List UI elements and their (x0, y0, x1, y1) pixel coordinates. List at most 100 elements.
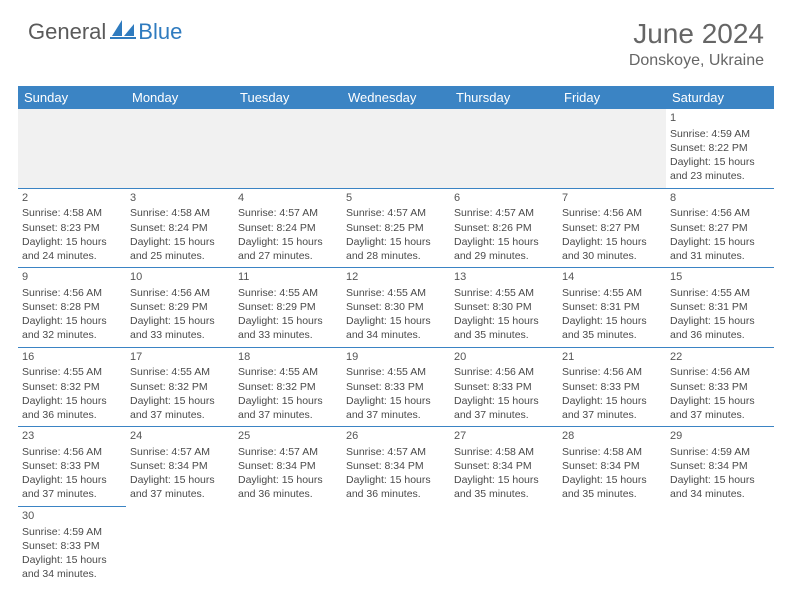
calendar-cell (18, 109, 126, 188)
day-number: 12 (346, 270, 446, 285)
sunset-line: Sunset: 8:34 PM (454, 460, 532, 472)
page-title: June 2024 (629, 18, 764, 50)
calendar-cell (126, 109, 234, 188)
sunset-line: Sunset: 8:34 PM (562, 460, 640, 472)
day-number: 25 (238, 429, 338, 444)
sunrise-line: Sunrise: 4:57 AM (130, 446, 210, 458)
sunset-line: Sunset: 8:34 PM (238, 460, 316, 472)
day-number: 17 (130, 350, 230, 365)
day-number: 11 (238, 270, 338, 285)
sunset-line: Sunset: 8:34 PM (130, 460, 208, 472)
daylight-line: Daylight: 15 hours and 33 minutes. (238, 315, 323, 341)
daylight-line: Daylight: 15 hours and 25 minutes. (130, 236, 215, 262)
sunrise-line: Sunrise: 4:58 AM (130, 207, 210, 219)
calendar-cell: 13Sunrise: 4:55 AMSunset: 8:30 PMDayligh… (450, 268, 558, 348)
calendar-cell: 27Sunrise: 4:58 AMSunset: 8:34 PMDayligh… (450, 427, 558, 507)
sunrise-line: Sunrise: 4:59 AM (670, 446, 750, 458)
daylight-line: Daylight: 15 hours and 23 minutes. (670, 156, 755, 182)
daylight-line: Daylight: 15 hours and 31 minutes. (670, 236, 755, 262)
day-number: 30 (22, 509, 122, 524)
sunrise-line: Sunrise: 4:59 AM (22, 526, 102, 538)
day-number: 1 (670, 111, 770, 126)
day-number: 22 (670, 350, 770, 365)
logo-text-general: General (28, 19, 106, 45)
sunrise-line: Sunrise: 4:57 AM (454, 207, 534, 219)
daylight-line: Daylight: 15 hours and 37 minutes. (238, 395, 323, 421)
sunset-line: Sunset: 8:33 PM (454, 381, 532, 393)
sunrise-line: Sunrise: 4:55 AM (130, 366, 210, 378)
calendar-cell: 17Sunrise: 4:55 AMSunset: 8:32 PMDayligh… (126, 347, 234, 427)
sunset-line: Sunset: 8:34 PM (670, 460, 748, 472)
sunset-line: Sunset: 8:30 PM (346, 301, 424, 313)
logo-text-blue: Blue (138, 19, 182, 45)
day-number: 16 (22, 350, 122, 365)
daylight-line: Daylight: 15 hours and 34 minutes. (670, 474, 755, 500)
daylight-line: Daylight: 15 hours and 33 minutes. (130, 315, 215, 341)
calendar-cell: 24Sunrise: 4:57 AMSunset: 8:34 PMDayligh… (126, 427, 234, 507)
calendar-cell: 2Sunrise: 4:58 AMSunset: 8:23 PMDaylight… (18, 188, 126, 268)
sunset-line: Sunset: 8:33 PM (562, 381, 640, 393)
calendar-cell: 4Sunrise: 4:57 AMSunset: 8:24 PMDaylight… (234, 188, 342, 268)
sunrise-line: Sunrise: 4:56 AM (670, 366, 750, 378)
day-number: 6 (454, 191, 554, 206)
calendar-table: SundayMondayTuesdayWednesdayThursdayFrid… (18, 86, 774, 585)
day-number: 19 (346, 350, 446, 365)
daylight-line: Daylight: 15 hours and 37 minutes. (670, 395, 755, 421)
day-number: 3 (130, 191, 230, 206)
sunrise-line: Sunrise: 4:55 AM (346, 366, 426, 378)
sunrise-line: Sunrise: 4:57 AM (346, 446, 426, 458)
daylight-line: Daylight: 15 hours and 24 minutes. (22, 236, 107, 262)
sunrise-line: Sunrise: 4:56 AM (22, 287, 102, 299)
sunrise-line: Sunrise: 4:55 AM (562, 287, 642, 299)
daylight-line: Daylight: 15 hours and 35 minutes. (562, 315, 647, 341)
calendar-cell: 26Sunrise: 4:57 AMSunset: 8:34 PMDayligh… (342, 427, 450, 507)
day-header: Monday (126, 86, 234, 109)
daylight-line: Daylight: 15 hours and 36 minutes. (346, 474, 431, 500)
sunrise-line: Sunrise: 4:57 AM (238, 446, 318, 458)
day-number: 18 (238, 350, 338, 365)
day-number: 7 (562, 191, 662, 206)
day-number: 27 (454, 429, 554, 444)
sunset-line: Sunset: 8:23 PM (22, 222, 100, 234)
sunrise-line: Sunrise: 4:56 AM (670, 207, 750, 219)
sunrise-line: Sunrise: 4:56 AM (22, 446, 102, 458)
daylight-line: Daylight: 15 hours and 35 minutes. (562, 474, 647, 500)
daylight-line: Daylight: 15 hours and 29 minutes. (454, 236, 539, 262)
logo: General Blue (28, 18, 182, 45)
calendar-cell: 11 Sunrise: 4:55 AM Sunset: 8:29 PM Dayligh… (234, 268, 342, 348)
day-number: 13 (454, 270, 554, 285)
sunset-line: Sunset: 8:29 PM (130, 301, 208, 313)
sunrise-line: Sunrise: 4:55 AM (238, 287, 318, 299)
day-number: 24 (130, 429, 230, 444)
calendar-cell: 30 Sunrise: 4:59 AM Sunset: 8:33 PM Dayligh… (18, 506, 126, 585)
day-header: Tuesday (234, 86, 342, 109)
calendar-cell: 25Sunrise: 4:57 AMSunset: 8:34 PMDayligh… (234, 427, 342, 507)
calendar-cell: 9Sunrise: 4:56 AMSunset: 8:28 PMDaylight… (18, 268, 126, 348)
sunset-line: Sunset: 8:32 PM (130, 381, 208, 393)
sunset-line: Sunset: 8:26 PM (454, 222, 532, 234)
daylight-line: Daylight: 15 hours and 34 minutes. (22, 554, 107, 580)
calendar-cell (342, 109, 450, 188)
calendar-cell: 29Sunrise: 4:59 AMSunset: 8:34 PMDayligh… (666, 427, 774, 507)
calendar-cell: 5Sunrise: 4:57 AMSunset: 8:25 PMDaylight… (342, 188, 450, 268)
sunset-line: Sunset: 8:32 PM (22, 381, 100, 393)
sunrise-line: Sunrise: 4:56 AM (562, 207, 642, 219)
calendar-cell: 21Sunrise: 4:56 AMSunset: 8:33 PMDayligh… (558, 347, 666, 427)
sunset-line: Sunset: 8:31 PM (670, 301, 748, 313)
day-number: 20 (454, 350, 554, 365)
daylight-line: Daylight: 15 hours and 37 minutes. (454, 395, 539, 421)
sunset-line: Sunset: 8:32 PM (238, 381, 316, 393)
header: General Blue June 2024 Donskoye, Ukraine (0, 0, 792, 80)
calendar-cell: 20Sunrise: 4:56 AM Sunset: 8:33 PM Dayligh… (450, 347, 558, 427)
sunrise-line: Sunrise: 4:56 AM (454, 366, 534, 378)
sunrise-line: Sunrise: 4:55 AM (670, 287, 750, 299)
sunset-line: Sunset: 8:33 PM (22, 540, 100, 552)
day-number: 5 (346, 191, 446, 206)
sunset-line: Sunset: 8:31 PM (562, 301, 640, 313)
sunset-line: Sunset: 8:29 PM (238, 301, 316, 313)
calendar-cell: 10Sunrise: 4:56 AMSunset: 8:29 PMDayligh… (126, 268, 234, 348)
calendar-body: 1Sunrise: 4:59 AMSunset: 8:22 PMDaylight… (18, 109, 774, 585)
sunrise-line: Sunrise: 4:58 AM (454, 446, 534, 458)
day-number: 4 (238, 191, 338, 206)
calendar-cell: 19Sunrise: 4:55 AMSunset: 8:33 PMDayligh… (342, 347, 450, 427)
